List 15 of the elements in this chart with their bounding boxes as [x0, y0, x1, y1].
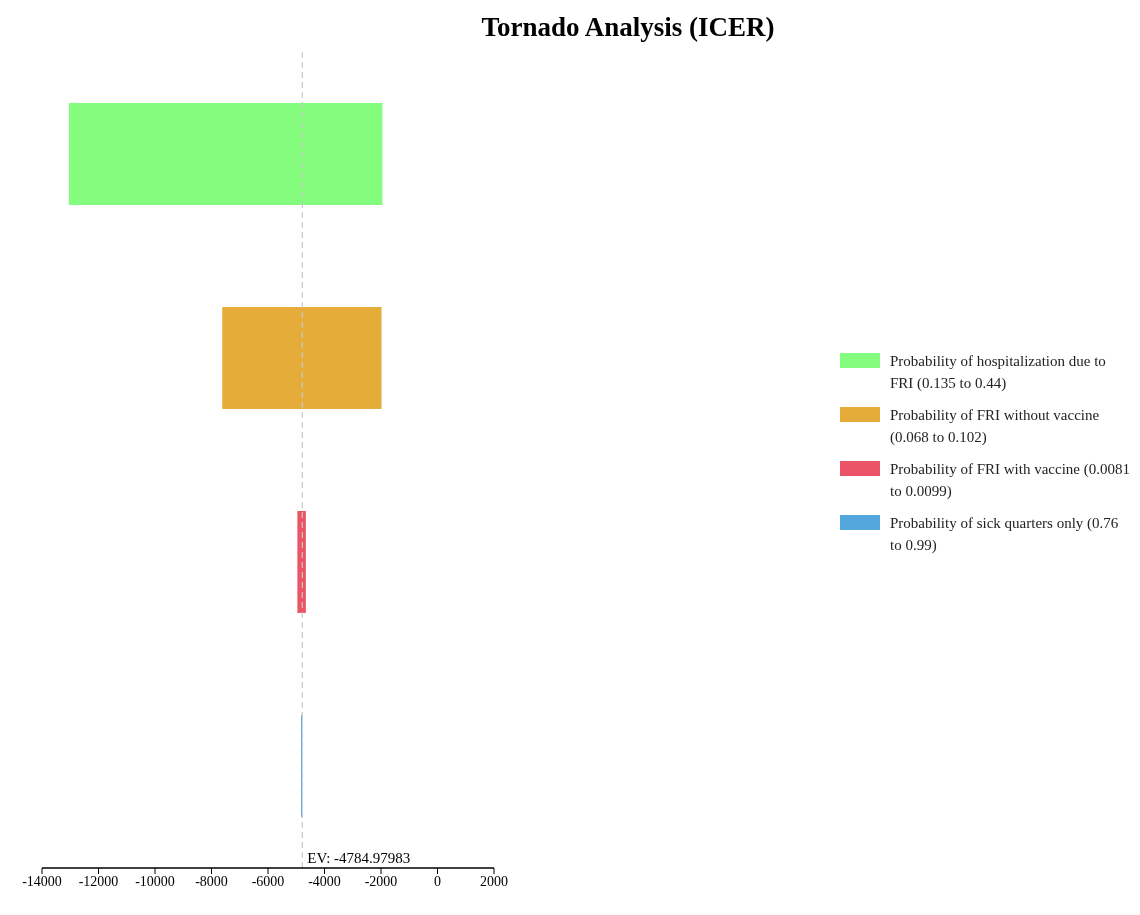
text: Tornado Analysis (ICER) — [480, 12, 776, 43]
legend-label: Probability of FRI without vaccine (0.068 to 0.102) — [890, 406, 1101, 447]
legend-label: Probability of sick quarters only (0.76 to 0.99) — [890, 514, 1120, 555]
legend-label: Probability of hospitalization due to FRI (0.135 to 0.44) — [890, 352, 1107, 393]
legend-label: Probability of FRI with vaccine (0.0081 to 0.0099) — [890, 460, 1130, 501]
x-tick-label: -2000 — [364, 873, 398, 889]
x-tick-label: -8000 — [195, 873, 228, 889]
ref-line-label: EV: -4784.97983 — [307, 850, 411, 866]
x-tick-label: 2000 — [480, 873, 508, 889]
x-tick-label: -12000 — [78, 873, 119, 889]
x-tick-label: 0 — [434, 873, 441, 889]
x-tick-label: -4000 — [308, 873, 341, 889]
x-tick-label: -10000 — [135, 873, 175, 889]
x-tick-label: -14000 — [22, 873, 62, 889]
x-tick-label: -6000 — [251, 873, 285, 889]
